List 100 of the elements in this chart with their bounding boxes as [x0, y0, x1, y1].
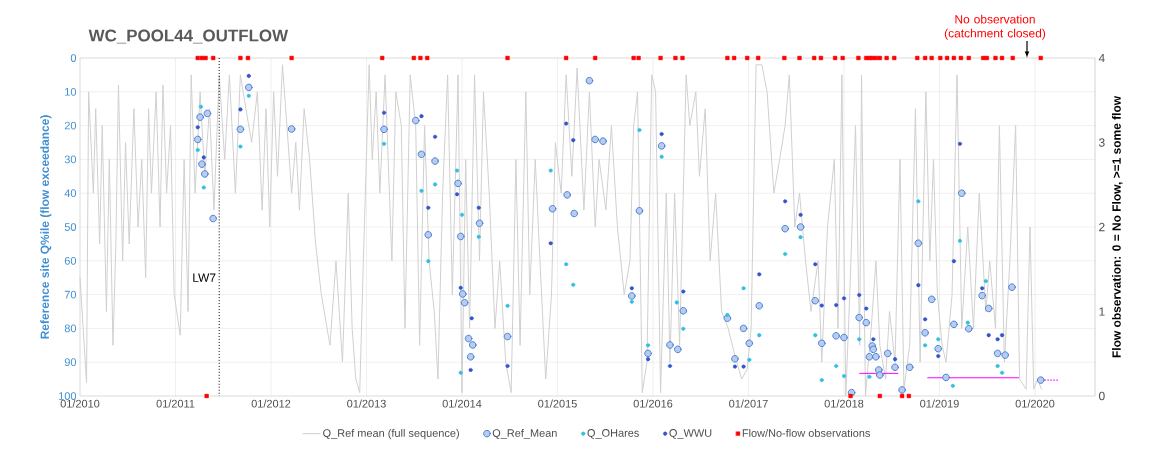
point	[433, 182, 438, 187]
point	[936, 354, 941, 359]
point	[923, 343, 928, 348]
point	[646, 357, 651, 362]
point	[950, 383, 955, 388]
point	[916, 283, 921, 288]
point	[871, 337, 876, 342]
x-tick-label: 01/2019	[920, 399, 959, 408]
y-tick-label: 70	[64, 290, 77, 299]
legend-label: Q_Ref mean (full sequence)	[323, 428, 459, 440]
x-tick-label: 01/2017	[729, 399, 768, 408]
point	[957, 238, 962, 243]
point	[798, 235, 803, 240]
point	[246, 73, 251, 78]
point	[995, 363, 1000, 368]
point	[965, 320, 970, 325]
x-tick-label: 01/2012	[251, 399, 291, 408]
y-tick-label: 90	[64, 358, 77, 367]
point	[842, 374, 846, 379]
point	[548, 241, 553, 246]
point	[1000, 333, 1005, 338]
x-tick-label: 01/2016	[633, 399, 673, 408]
point	[419, 188, 424, 193]
point	[681, 326, 686, 331]
y2-tick-label: 2	[1099, 222, 1105, 232]
point	[646, 343, 651, 348]
y-tick-label: 80	[64, 324, 77, 333]
point	[732, 364, 737, 369]
y-axis-title: Reference site Q%ile (flow exceedance)	[40, 115, 52, 339]
legend-label: Q_Ref_Mean	[492, 428, 557, 440]
point	[951, 259, 956, 264]
y2-axis-title: Flow observation: 0 = No Flow, >=1 some flow	[1112, 95, 1123, 358]
y-tick-label: 20	[64, 121, 77, 130]
point	[476, 234, 481, 239]
point	[548, 168, 553, 173]
point	[798, 212, 803, 217]
point	[195, 125, 200, 130]
x-tick-label: 01/2011	[156, 399, 195, 408]
point	[455, 192, 460, 197]
x-tick-label: 01/2013	[347, 399, 386, 408]
point	[238, 144, 243, 149]
point	[458, 370, 463, 375]
y-tick-label: 10	[65, 87, 77, 96]
y2-tick-label: 1	[1099, 307, 1105, 316]
point	[571, 138, 576, 143]
point	[936, 337, 941, 342]
point	[819, 303, 824, 308]
point	[505, 303, 510, 308]
point	[995, 337, 1000, 342]
y-tick-label: 30	[64, 155, 77, 164]
x-tick-label: 01/2018	[824, 399, 864, 408]
y2-tick-label: 0	[1098, 391, 1105, 401]
point	[426, 205, 431, 210]
point	[842, 296, 846, 301]
point	[834, 363, 839, 368]
point	[923, 317, 928, 322]
point	[426, 259, 431, 264]
legend-label: Q_OHares	[587, 429, 639, 439]
point	[201, 185, 206, 190]
point	[629, 286, 634, 291]
point	[458, 285, 463, 290]
point	[864, 306, 869, 311]
point	[246, 93, 251, 98]
point	[983, 279, 988, 284]
x-tick-label: 01/2015	[538, 399, 577, 408]
point	[783, 199, 788, 204]
point	[813, 333, 818, 338]
y-tick-label: 0	[70, 54, 77, 62]
point	[382, 141, 387, 146]
x-tick-label: 01/2020	[1015, 399, 1055, 408]
y-tick-label: 100	[59, 392, 77, 400]
point	[419, 114, 424, 119]
point	[382, 110, 387, 115]
point	[460, 212, 464, 217]
point	[201, 155, 206, 160]
point	[433, 134, 438, 139]
point	[893, 357, 898, 362]
chart-title: WC_POOL44_OUTFLOW	[88, 29, 289, 44]
y-tick-label: 60	[64, 256, 77, 265]
point	[867, 374, 872, 379]
point	[564, 262, 569, 267]
point	[637, 127, 642, 132]
point	[757, 272, 762, 277]
point	[659, 132, 664, 137]
legend-label: Flow/No-flow observations	[742, 428, 870, 437]
point	[505, 363, 510, 368]
point	[747, 357, 752, 362]
point	[986, 333, 991, 338]
point	[667, 363, 672, 368]
legend-label: Q_WWU	[669, 429, 712, 439]
point	[813, 262, 818, 267]
point	[455, 168, 460, 173]
point	[469, 316, 474, 321]
point	[195, 147, 200, 152]
point	[198, 104, 203, 109]
point	[783, 252, 788, 257]
y-tick-label: 40	[64, 189, 77, 198]
point	[564, 121, 569, 126]
point	[238, 107, 243, 112]
x-tick-label: 01/2014	[442, 399, 482, 408]
